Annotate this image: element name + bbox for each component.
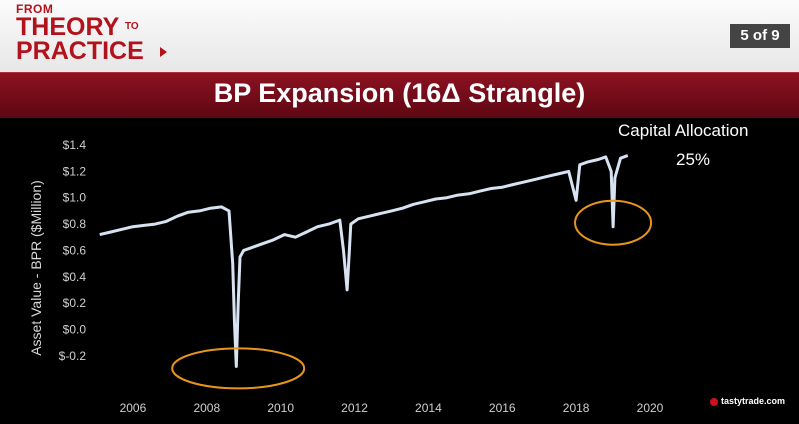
y-tick-label: $0.4 xyxy=(63,270,87,284)
chart-area: $1.4 $1.2 $1.0 $0.8 $0.6 $0.4 $0.2 $0.0 $-0.2 20… xyxy=(0,118,799,424)
y-tick-label: $0.2 xyxy=(63,296,87,310)
y-tick-label: $0.0 xyxy=(63,322,87,336)
x-tick-label: 2010 xyxy=(267,401,294,415)
highlight-layer xyxy=(171,199,653,390)
logo: FROM THEORY TO PRACTICE xyxy=(12,2,192,68)
x-tick-label: 2014 xyxy=(415,401,442,415)
y-axis-ticks: $1.4 $1.2 $1.0 $0.8 $0.6 $0.4 $0.2 $0.0 $-0.2 xyxy=(59,138,87,363)
x-tick-label: 2016 xyxy=(489,401,516,415)
highlight-circle xyxy=(171,347,306,390)
page-indicator: 5 of 9 xyxy=(730,24,790,48)
brand-footer: tastytrade.com xyxy=(710,396,785,406)
chart-svg: $1.4 $1.2 $1.0 $0.8 $0.6 $0.4 $0.2 $0.0 $-0.2 20… xyxy=(28,138,664,415)
x-tick-label: 2008 xyxy=(193,401,220,415)
x-tick-label: 2020 xyxy=(637,401,664,415)
series-line xyxy=(99,154,629,368)
y-tick-label: $1.2 xyxy=(63,164,87,178)
x-tick-label: 2012 xyxy=(341,401,368,415)
title-underline xyxy=(0,116,799,118)
logo-line-theory: THEORY xyxy=(16,13,120,41)
logo-line-to: TO xyxy=(125,21,139,32)
y-axis-label: Asset Value - BPR ($Million) xyxy=(28,180,44,356)
x-tick-label: 2018 xyxy=(563,401,590,415)
x-tick-label: 2006 xyxy=(120,401,147,415)
y-tick-label: $0.6 xyxy=(63,243,87,257)
slide-title: BP Expansion (16Δ Strangle) xyxy=(213,78,586,108)
x-axis-ticks: 2006 2008 2010 2012 2014 2016 2018 2020 xyxy=(120,401,664,415)
y-tick-label: $1.4 xyxy=(63,138,87,152)
cherry-icon xyxy=(710,397,718,406)
y-tick-label: $1.0 xyxy=(63,191,87,205)
highlight-circle xyxy=(574,199,653,246)
play-arrow-icon xyxy=(160,47,167,57)
title-bar: BP Expansion (16Δ Strangle) xyxy=(0,72,799,117)
series-layer xyxy=(99,154,629,368)
logo-line-practice: PRACTICE xyxy=(16,37,144,65)
logo-line-from: FROM xyxy=(16,2,54,16)
brand-text: tastytrade.com xyxy=(721,396,786,406)
y-tick-label: $0.8 xyxy=(63,217,87,231)
capital-allocation-value: 25% xyxy=(676,150,711,169)
capital-allocation-label: Capital Allocation xyxy=(618,121,749,140)
header: FROM THEORY TO PRACTICE 5 of 9 xyxy=(0,0,799,72)
y-tick-label: $-0.2 xyxy=(59,349,87,363)
